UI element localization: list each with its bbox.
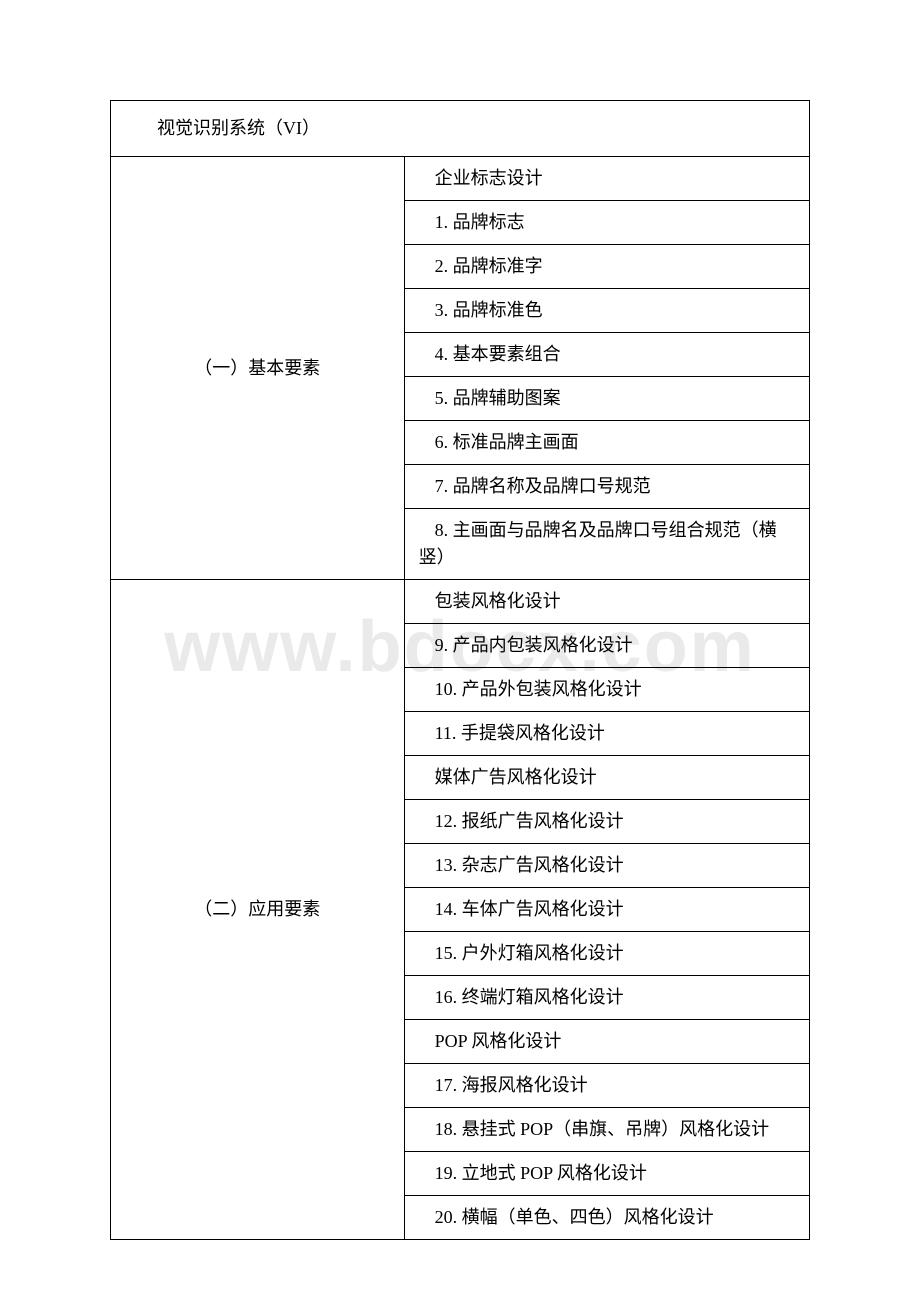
vi-system-table: 视觉识别系统（VI） （一）基本要素 企业标志设计 1. 品牌标志 2. 品牌标… <box>110 100 810 1240</box>
section-2-row-1: 9. 产品内包装风格化设计 <box>404 624 809 668</box>
table-header-row: 视觉识别系统（VI） <box>111 101 810 157</box>
section-2-row-7: 14. 车体广告风格化设计 <box>404 888 809 932</box>
section-2-row-0: 包装风格化设计 <box>404 580 809 624</box>
section-2-row-8: 15. 户外灯箱风格化设计 <box>404 932 809 976</box>
section-1-row-3: 3. 品牌标准色 <box>404 289 809 333</box>
section-2-row-10: POP 风格化设计 <box>404 1020 809 1064</box>
section-1-row-0: 企业标志设计 <box>404 157 809 201</box>
table-row: （二）应用要素 包装风格化设计 <box>111 580 810 624</box>
section-1-row-2: 2. 品牌标准字 <box>404 245 809 289</box>
table-row: （一）基本要素 企业标志设计 <box>111 157 810 201</box>
section-1-row-6: 6. 标准品牌主画面 <box>404 421 809 465</box>
section-1-row-8: 8. 主画面与品牌名及品牌口号组合规范（横 竖） <box>404 509 809 580</box>
section-2-row-13: 19. 立地式 POP 风格化设计 <box>404 1152 809 1196</box>
section-2-row-9: 16. 终端灯箱风格化设计 <box>404 976 809 1020</box>
section-2-label: （二）应用要素 <box>111 580 405 1240</box>
section-1-label: （一）基本要素 <box>111 157 405 580</box>
section-2-row-4: 媒体广告风格化设计 <box>404 756 809 800</box>
table-header-cell: 视觉识别系统（VI） <box>111 101 810 157</box>
page-container: 视觉识别系统（VI） （一）基本要素 企业标志设计 1. 品牌标志 2. 品牌标… <box>0 0 920 1240</box>
section-1-row-1: 1. 品牌标志 <box>404 201 809 245</box>
section-2-row-5: 12. 报纸广告风格化设计 <box>404 800 809 844</box>
section-2-row-6: 13. 杂志广告风格化设计 <box>404 844 809 888</box>
section-1-row-4: 4. 基本要素组合 <box>404 333 809 377</box>
section-2-row-14: 20. 横幅（单色、四色）风格化设计 <box>404 1196 809 1240</box>
section-1-row-7: 7. 品牌名称及品牌口号规范 <box>404 465 809 509</box>
section-2-row-12: 18. 悬挂式 POP（串旗、吊牌）风格化设计 <box>404 1108 809 1152</box>
section-2-row-11: 17. 海报风格化设计 <box>404 1064 809 1108</box>
section-2-row-3: 11. 手提袋风格化设计 <box>404 712 809 756</box>
section-2-row-2: 10. 产品外包装风格化设计 <box>404 668 809 712</box>
section-1-row-5: 5. 品牌辅助图案 <box>404 377 809 421</box>
